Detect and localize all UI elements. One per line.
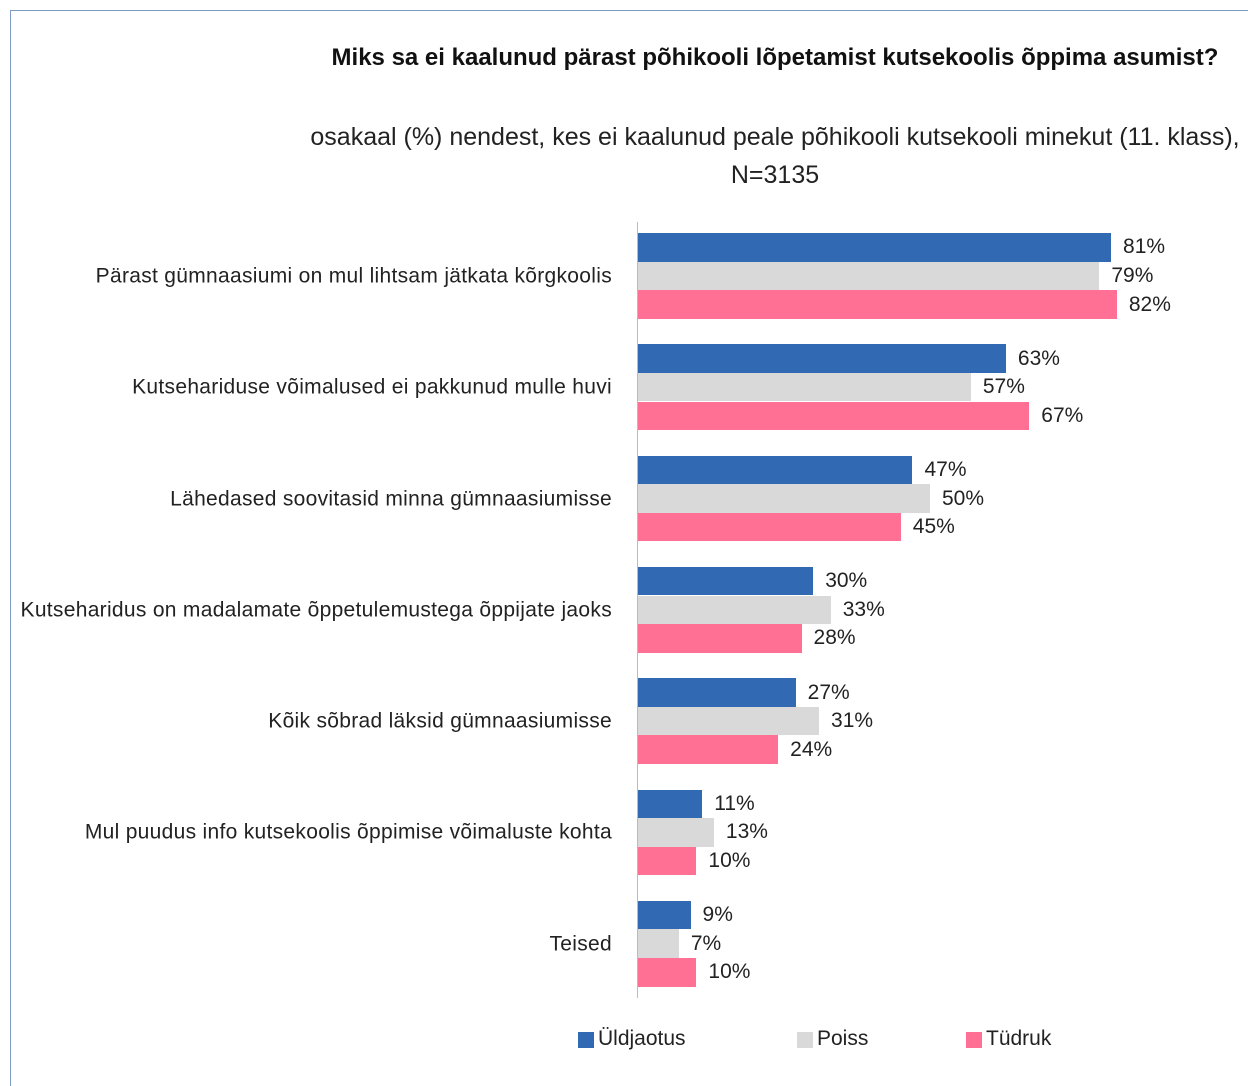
legend-label: Poiss <box>817 1027 869 1050</box>
category-label: Mul puudus info kutsekoolis õppimise või… <box>84 820 612 844</box>
bar <box>638 706 820 736</box>
bar <box>638 484 930 513</box>
chart-subtitle: osakaal (%) nendest, kes ei kaalunud pea… <box>310 123 1240 189</box>
value-label: 11% <box>714 791 755 815</box>
frame <box>10 10 1248 1086</box>
value-label: 9% <box>702 903 733 927</box>
bar <box>638 344 1006 373</box>
value-label: 30% <box>825 569 868 593</box>
bar <box>638 261 1100 291</box>
category-label: Pärast gümnaasiumi on mul lihtsam jätkat… <box>95 264 612 288</box>
value-label: 10% <box>708 960 751 984</box>
bar <box>638 372 971 402</box>
value-label: 27% <box>807 680 850 704</box>
bar <box>638 958 697 987</box>
value-label: 50% <box>942 486 985 510</box>
value-label: 79% <box>1111 263 1154 287</box>
legend-label: Tüdruk <box>986 1027 1052 1050</box>
bar <box>638 735 779 764</box>
bar <box>638 290 1117 319</box>
value-label: 45% <box>912 515 955 539</box>
category-label: Kutsehariduse võimalused ei pakkunud mul… <box>132 375 612 399</box>
value-label: 10% <box>708 849 751 872</box>
value-label: 13% <box>725 820 768 844</box>
category-label: Kõik sõbrad läksid gümnaasiumisse <box>268 709 612 733</box>
bar <box>638 233 1112 262</box>
value-label: 67% <box>1041 403 1084 427</box>
bar <box>638 401 1030 431</box>
chart-title: Miks sa ei kaalunud pärast põhikooli lõp… <box>331 44 1219 71</box>
bar <box>638 678 796 707</box>
bar <box>638 512 901 542</box>
value-label: 28% <box>813 626 856 650</box>
value-label: 47% <box>924 457 967 481</box>
bar <box>638 595 831 625</box>
value-label: 7% <box>690 931 722 955</box>
legend-swatch <box>966 1032 982 1048</box>
bar <box>638 929 679 958</box>
legend-swatch <box>578 1032 594 1048</box>
bar <box>638 818 714 847</box>
axis-line <box>637 222 638 998</box>
bar <box>638 789 703 819</box>
bar <box>638 624 802 653</box>
bar <box>638 846 697 876</box>
legend-label: Üldjaotus <box>598 1027 686 1050</box>
value-label: 31% <box>831 709 874 733</box>
value-label: 24% <box>790 737 833 761</box>
value-label: 81% <box>1123 235 1166 259</box>
category-label: Teised <box>549 932 612 956</box>
bar <box>638 900 691 930</box>
bar <box>638 566 814 596</box>
bar <box>638 455 913 485</box>
value-label: 63% <box>1017 346 1060 370</box>
value-label: 33% <box>842 597 885 621</box>
value-label: 82% <box>1128 292 1171 316</box>
legend-swatch <box>797 1032 813 1048</box>
category-label: Kutseharidus on madalamate õppetulemuste… <box>20 598 612 622</box>
value-label: 57% <box>982 375 1025 399</box>
category-label: Lähedased soovitasid minna gümnaasiumiss… <box>170 487 612 510</box>
